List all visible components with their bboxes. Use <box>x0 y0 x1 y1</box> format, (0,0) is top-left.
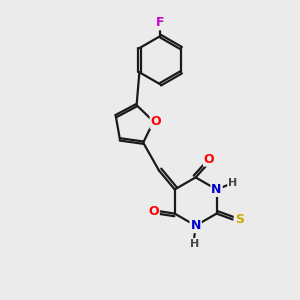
Text: O: O <box>148 205 159 218</box>
Text: N: N <box>212 183 222 196</box>
Text: S: S <box>235 213 244 226</box>
Text: H: H <box>228 178 237 188</box>
Text: F: F <box>156 16 165 29</box>
Text: H: H <box>190 239 199 249</box>
Text: O: O <box>151 115 161 128</box>
Text: O: O <box>204 153 214 166</box>
Text: N: N <box>190 219 201 232</box>
